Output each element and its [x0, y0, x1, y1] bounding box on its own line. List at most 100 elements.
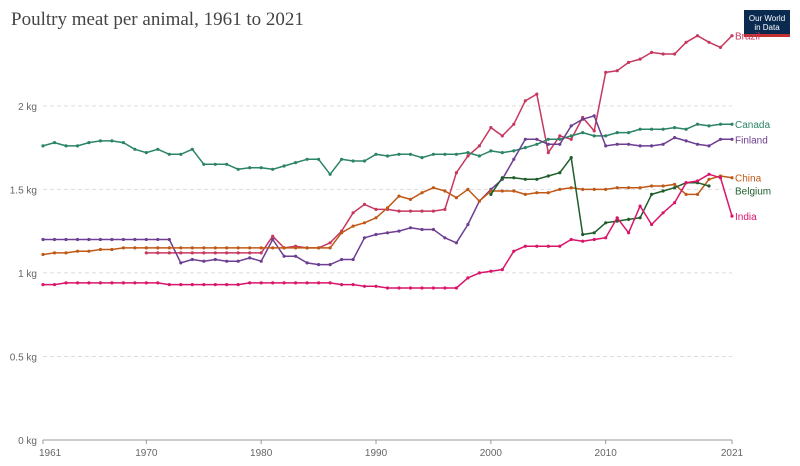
data-point — [420, 286, 424, 290]
data-point — [638, 57, 642, 61]
data-point — [362, 202, 367, 206]
data-point — [305, 246, 309, 250]
series-line-brazil[interactable] — [146, 34, 733, 254]
data-point — [144, 237, 148, 242]
data-point — [271, 234, 275, 238]
data-point — [535, 137, 539, 141]
data-point — [627, 142, 631, 146]
data-point — [328, 281, 332, 285]
data-point — [248, 246, 252, 250]
data-point — [64, 281, 68, 285]
data-point — [454, 171, 458, 175]
x-tick-label: 1961 — [39, 448, 62, 459]
data-point — [650, 192, 654, 196]
data-point — [98, 237, 102, 242]
data-point — [558, 171, 562, 175]
data-point — [546, 174, 550, 178]
data-point — [41, 144, 45, 148]
data-point — [190, 251, 194, 255]
series-line-finland[interactable] — [43, 115, 732, 266]
data-point — [41, 237, 45, 242]
data-point — [294, 281, 298, 285]
data-point — [592, 129, 596, 133]
series-layer — [41, 34, 734, 290]
data-point — [627, 231, 631, 235]
series-line-belgium[interactable] — [490, 156, 710, 236]
data-point — [718, 137, 723, 141]
data-point — [638, 186, 642, 190]
data-point — [454, 241, 458, 245]
data-point — [179, 246, 183, 250]
data-point — [351, 159, 355, 163]
data-point — [718, 176, 723, 180]
data-point — [489, 189, 493, 193]
data-point — [294, 254, 298, 258]
data-point — [615, 216, 619, 220]
data-point — [420, 209, 424, 213]
data-point — [248, 166, 252, 170]
owid-logo[interactable]: Our World in Data — [744, 10, 790, 37]
data-point — [650, 222, 654, 227]
data-point — [248, 256, 252, 260]
data-point — [236, 251, 240, 255]
data-point — [385, 154, 390, 158]
data-point — [558, 137, 562, 141]
data-point — [259, 259, 263, 263]
data-point — [535, 244, 539, 248]
data-point — [408, 152, 413, 156]
data-point — [673, 182, 677, 186]
data-point — [271, 246, 275, 250]
data-point — [695, 179, 700, 183]
data-point — [317, 263, 321, 267]
data-point — [730, 34, 734, 38]
data-point — [558, 187, 562, 191]
data-point — [340, 231, 344, 235]
data-point — [638, 127, 642, 131]
data-point — [684, 181, 688, 185]
data-point — [110, 139, 114, 143]
data-point — [523, 177, 527, 181]
data-point — [707, 172, 711, 176]
data-point — [466, 151, 470, 155]
data-point — [695, 34, 700, 38]
data-point — [673, 201, 677, 205]
data-point — [581, 187, 585, 191]
data-point — [52, 283, 57, 287]
data-point — [523, 146, 527, 150]
data-point — [362, 159, 367, 163]
data-point — [615, 131, 619, 135]
data-point — [443, 189, 447, 193]
series-line-india[interactable] — [43, 173, 733, 289]
data-point — [340, 283, 344, 287]
data-point — [546, 191, 550, 195]
data-point — [167, 283, 171, 287]
data-point — [259, 166, 263, 170]
data-point — [558, 244, 562, 248]
data-point — [581, 131, 585, 135]
x-tick-label: 2010 — [595, 448, 618, 459]
data-point — [179, 152, 183, 156]
data-point — [98, 247, 102, 252]
data-point — [523, 244, 527, 248]
data-point — [420, 191, 424, 195]
data-point — [627, 217, 631, 221]
data-point — [351, 283, 355, 287]
data-point — [236, 167, 240, 171]
data-point — [466, 222, 470, 227]
data-point — [144, 246, 148, 250]
data-point — [523, 137, 527, 141]
data-point — [362, 284, 367, 288]
data-point — [144, 281, 148, 285]
data-point — [684, 139, 688, 143]
grid-layer: 0 kg 0.5 kg 1 kg 1.5 kg 2 kg 1961 1970 1980 1990… — [10, 102, 744, 459]
data-point — [385, 206, 390, 210]
data-point — [213, 251, 217, 255]
data-point — [695, 122, 700, 126]
data-point — [397, 286, 401, 290]
series-label-belgium: Belgium — [735, 187, 771, 198]
data-point — [500, 134, 504, 138]
data-point — [569, 124, 573, 128]
data-point — [259, 281, 263, 285]
data-point — [167, 237, 171, 242]
data-point — [121, 141, 125, 145]
